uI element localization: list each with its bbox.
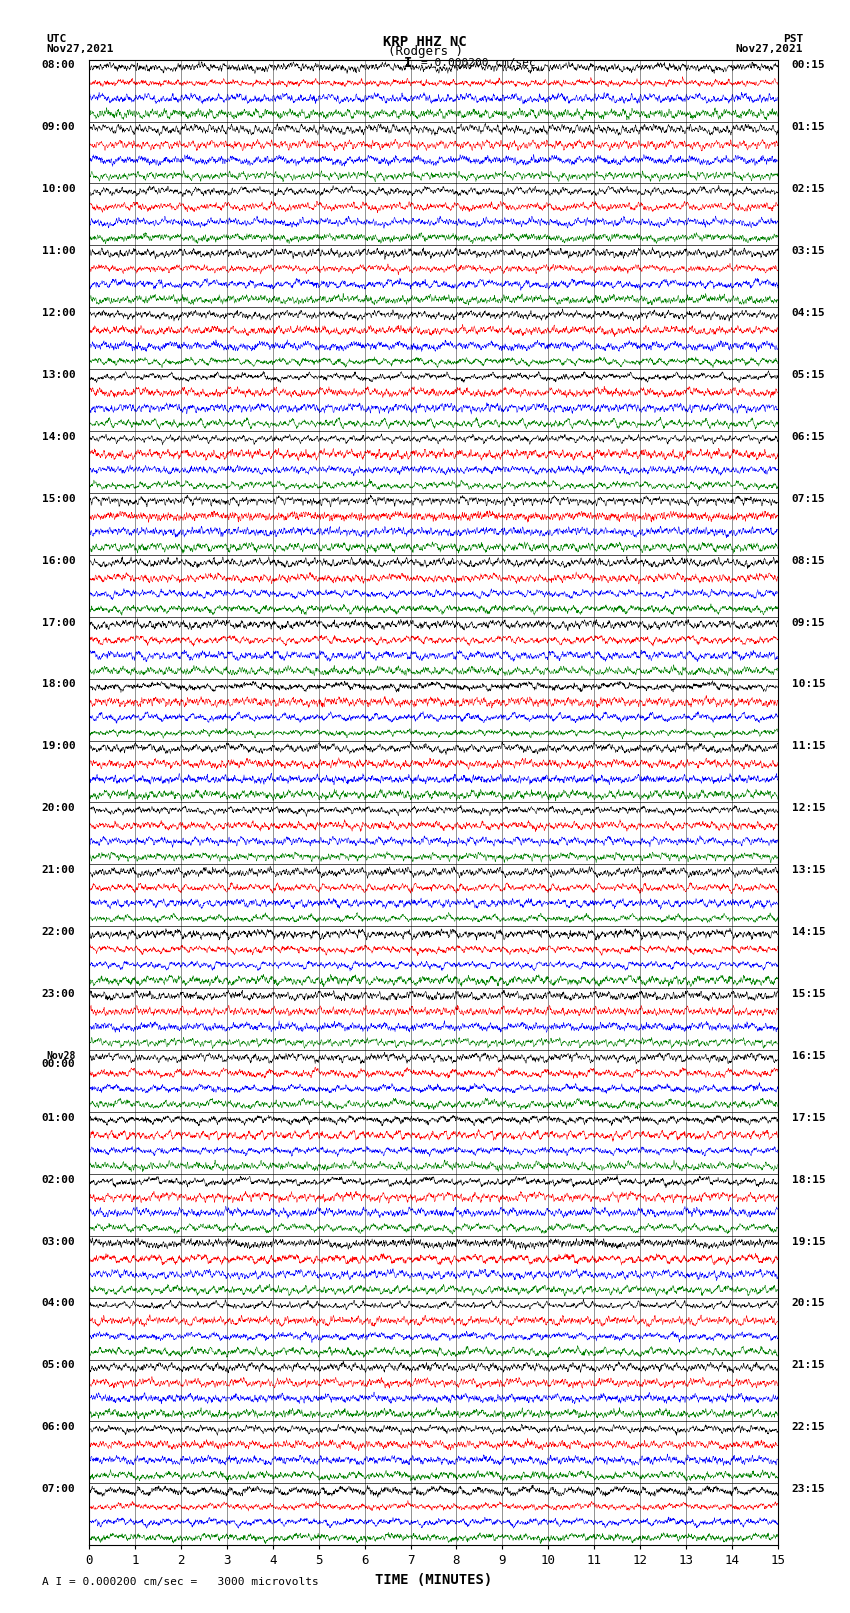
- Text: 03:15: 03:15: [791, 247, 825, 256]
- Text: Nov27,2021: Nov27,2021: [47, 44, 114, 53]
- Text: 14:00: 14:00: [42, 432, 76, 442]
- Text: 16:15: 16:15: [791, 1050, 825, 1061]
- Text: 05:00: 05:00: [42, 1360, 76, 1371]
- Text: 13:15: 13:15: [791, 865, 825, 876]
- Text: 07:00: 07:00: [42, 1484, 76, 1494]
- Text: 01:15: 01:15: [791, 123, 825, 132]
- Text: 12:15: 12:15: [791, 803, 825, 813]
- Text: 02:15: 02:15: [791, 184, 825, 194]
- Text: 18:00: 18:00: [42, 679, 76, 689]
- Text: 23:15: 23:15: [791, 1484, 825, 1494]
- Text: 11:15: 11:15: [791, 742, 825, 752]
- Text: 09:15: 09:15: [791, 618, 825, 627]
- Text: 19:15: 19:15: [791, 1237, 825, 1247]
- Text: 00:15: 00:15: [791, 60, 825, 71]
- Text: 17:00: 17:00: [42, 618, 76, 627]
- Text: 16:00: 16:00: [42, 555, 76, 566]
- Text: 22:00: 22:00: [42, 927, 76, 937]
- Text: 13:00: 13:00: [42, 369, 76, 381]
- Text: 17:15: 17:15: [791, 1113, 825, 1123]
- Text: 10:15: 10:15: [791, 679, 825, 689]
- Text: Nov27,2021: Nov27,2021: [736, 44, 803, 53]
- Text: PST: PST: [783, 34, 803, 44]
- Text: 08:00: 08:00: [42, 60, 76, 71]
- Text: 21:15: 21:15: [791, 1360, 825, 1371]
- Text: 20:15: 20:15: [791, 1298, 825, 1308]
- Text: 04:00: 04:00: [42, 1298, 76, 1308]
- Text: 07:15: 07:15: [791, 494, 825, 503]
- Text: (Rodgers ): (Rodgers ): [388, 45, 462, 58]
- Text: 08:15: 08:15: [791, 555, 825, 566]
- Text: 12:00: 12:00: [42, 308, 76, 318]
- Text: 23:00: 23:00: [42, 989, 76, 998]
- Text: 21:00: 21:00: [42, 865, 76, 876]
- Text: 10:00: 10:00: [42, 184, 76, 194]
- Text: 05:15: 05:15: [791, 369, 825, 381]
- Text: 15:15: 15:15: [791, 989, 825, 998]
- Text: 19:00: 19:00: [42, 742, 76, 752]
- Text: 14:15: 14:15: [791, 927, 825, 937]
- Text: A I = 0.000200 cm/sec =   3000 microvolts: A I = 0.000200 cm/sec = 3000 microvolts: [42, 1578, 320, 1587]
- Text: 00:00: 00:00: [42, 1060, 76, 1069]
- Text: 20:00: 20:00: [42, 803, 76, 813]
- Text: 09:00: 09:00: [42, 123, 76, 132]
- Text: 01:00: 01:00: [42, 1113, 76, 1123]
- Text: 06:00: 06:00: [42, 1423, 76, 1432]
- Text: 18:15: 18:15: [791, 1174, 825, 1184]
- Text: 15:00: 15:00: [42, 494, 76, 503]
- Text: 02:00: 02:00: [42, 1174, 76, 1184]
- Text: = 0.000200 cm/sec: = 0.000200 cm/sec: [421, 58, 536, 68]
- Text: 04:15: 04:15: [791, 308, 825, 318]
- Text: 22:15: 22:15: [791, 1423, 825, 1432]
- Text: UTC: UTC: [47, 34, 67, 44]
- Text: KRP HHZ NC: KRP HHZ NC: [383, 35, 467, 50]
- Text: I: I: [404, 56, 412, 71]
- X-axis label: TIME (MINUTES): TIME (MINUTES): [375, 1573, 492, 1587]
- Text: 06:15: 06:15: [791, 432, 825, 442]
- Text: 11:00: 11:00: [42, 247, 76, 256]
- Text: Nov28: Nov28: [46, 1050, 76, 1061]
- Text: 03:00: 03:00: [42, 1237, 76, 1247]
